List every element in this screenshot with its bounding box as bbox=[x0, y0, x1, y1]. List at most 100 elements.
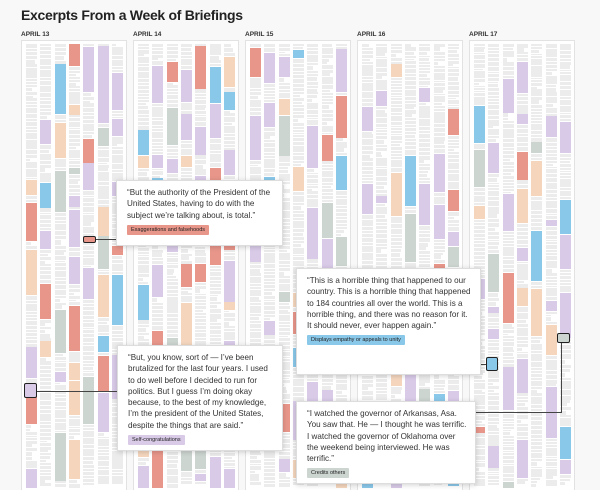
transcript-line bbox=[474, 389, 482, 392]
transcript-line bbox=[54, 115, 66, 119]
transcript-line bbox=[419, 180, 431, 184]
transcript-line bbox=[321, 89, 331, 93]
transcript-line bbox=[376, 58, 388, 61]
transcript-line bbox=[335, 93, 347, 96]
transcript-line bbox=[180, 249, 188, 253]
transcript-line bbox=[516, 351, 528, 354]
transcript-line bbox=[292, 200, 304, 202]
transcript-line bbox=[292, 115, 304, 118]
transcript-line bbox=[152, 44, 164, 47]
transcript-line bbox=[26, 168, 37, 173]
transcript-line bbox=[138, 74, 149, 78]
transcript-line bbox=[419, 116, 431, 119]
highlighted-passage bbox=[209, 457, 221, 488]
transcript-line bbox=[68, 150, 80, 154]
transcript-line bbox=[531, 89, 543, 92]
transcript-line bbox=[68, 188, 80, 192]
transcript-line bbox=[545, 292, 557, 297]
transcript-line bbox=[83, 246, 95, 251]
transcript-line bbox=[559, 96, 571, 99]
transcript-line bbox=[250, 302, 261, 306]
transcript-line bbox=[488, 178, 497, 182]
transcript-line bbox=[335, 195, 347, 199]
transcript-line bbox=[152, 111, 164, 114]
transcript-line bbox=[404, 149, 416, 152]
transcript-line bbox=[488, 128, 499, 132]
transcript-line bbox=[307, 203, 319, 208]
transcript-line bbox=[40, 417, 52, 421]
transcript-line bbox=[68, 164, 80, 168]
transcript-line bbox=[278, 332, 290, 336]
transcript-line bbox=[404, 145, 416, 150]
transcript-line bbox=[68, 292, 74, 295]
transcript-line bbox=[362, 376, 373, 379]
transcript-line bbox=[321, 109, 333, 114]
transcript-line bbox=[531, 137, 543, 142]
transcript-line bbox=[307, 92, 319, 95]
transcript-line bbox=[138, 273, 149, 277]
transcript-line bbox=[26, 139, 37, 142]
highlighted-passage bbox=[68, 209, 80, 247]
highlight-marker[interactable] bbox=[83, 236, 96, 243]
transcript-line bbox=[26, 464, 37, 469]
transcript-line bbox=[488, 197, 500, 201]
transcript-line bbox=[474, 475, 485, 478]
transcript-line bbox=[545, 273, 557, 276]
highlight-marker[interactable] bbox=[557, 333, 570, 343]
transcript-line bbox=[83, 363, 95, 367]
transcript-line bbox=[545, 194, 557, 198]
transcript-line bbox=[488, 382, 493, 386]
transcript-line bbox=[278, 352, 290, 356]
transcript-line bbox=[390, 154, 402, 156]
transcript-line bbox=[488, 431, 500, 434]
highlight-marker[interactable] bbox=[24, 383, 37, 398]
highlighted-passage bbox=[209, 167, 221, 185]
transcript-line bbox=[54, 263, 66, 266]
transcript-line bbox=[278, 443, 290, 448]
transcript-line bbox=[278, 215, 290, 218]
highlighted-passage bbox=[433, 169, 445, 192]
transcript-line bbox=[488, 51, 500, 54]
transcript-line bbox=[447, 139, 459, 142]
transcript-line bbox=[335, 394, 347, 398]
transcript-line bbox=[111, 450, 123, 454]
transcript-line bbox=[111, 473, 123, 476]
transcript-line bbox=[83, 255, 95, 257]
transcript-line bbox=[447, 162, 459, 166]
transcript-line bbox=[307, 178, 319, 183]
transcript-line bbox=[516, 180, 528, 184]
transcript-line bbox=[152, 128, 164, 132]
transcript-line bbox=[26, 55, 37, 60]
transcript-line bbox=[264, 47, 276, 52]
transcript-line bbox=[278, 397, 290, 400]
transcript-line bbox=[362, 384, 373, 387]
transcript-line bbox=[447, 159, 459, 162]
transcript-line bbox=[447, 186, 459, 189]
transcript-line bbox=[111, 330, 123, 334]
transcript-line bbox=[447, 100, 459, 104]
transcript-line bbox=[531, 408, 543, 412]
transcript-line bbox=[278, 287, 290, 292]
transcript-line bbox=[531, 480, 538, 483]
transcript-line bbox=[264, 306, 276, 310]
transcript-line bbox=[559, 44, 571, 47]
transcript-line bbox=[502, 269, 514, 272]
transcript-line bbox=[531, 100, 540, 104]
transcript-line bbox=[474, 191, 485, 195]
highlight-marker[interactable] bbox=[486, 357, 498, 371]
transcript-line bbox=[111, 152, 123, 155]
transcript-line bbox=[545, 256, 557, 260]
transcript-line bbox=[250, 310, 261, 314]
transcript-line bbox=[278, 89, 290, 93]
transcript-line bbox=[390, 248, 402, 253]
transcript-line bbox=[545, 239, 557, 242]
highlighted-passage bbox=[419, 184, 431, 226]
transcript-line bbox=[54, 382, 61, 385]
transcript-column bbox=[97, 44, 109, 490]
transcript-line bbox=[531, 393, 543, 396]
transcript-line bbox=[488, 389, 494, 393]
transcript-line bbox=[166, 273, 174, 275]
highlighted-passage bbox=[209, 103, 221, 138]
transcript-line bbox=[559, 176, 571, 178]
transcript-line bbox=[250, 339, 261, 342]
